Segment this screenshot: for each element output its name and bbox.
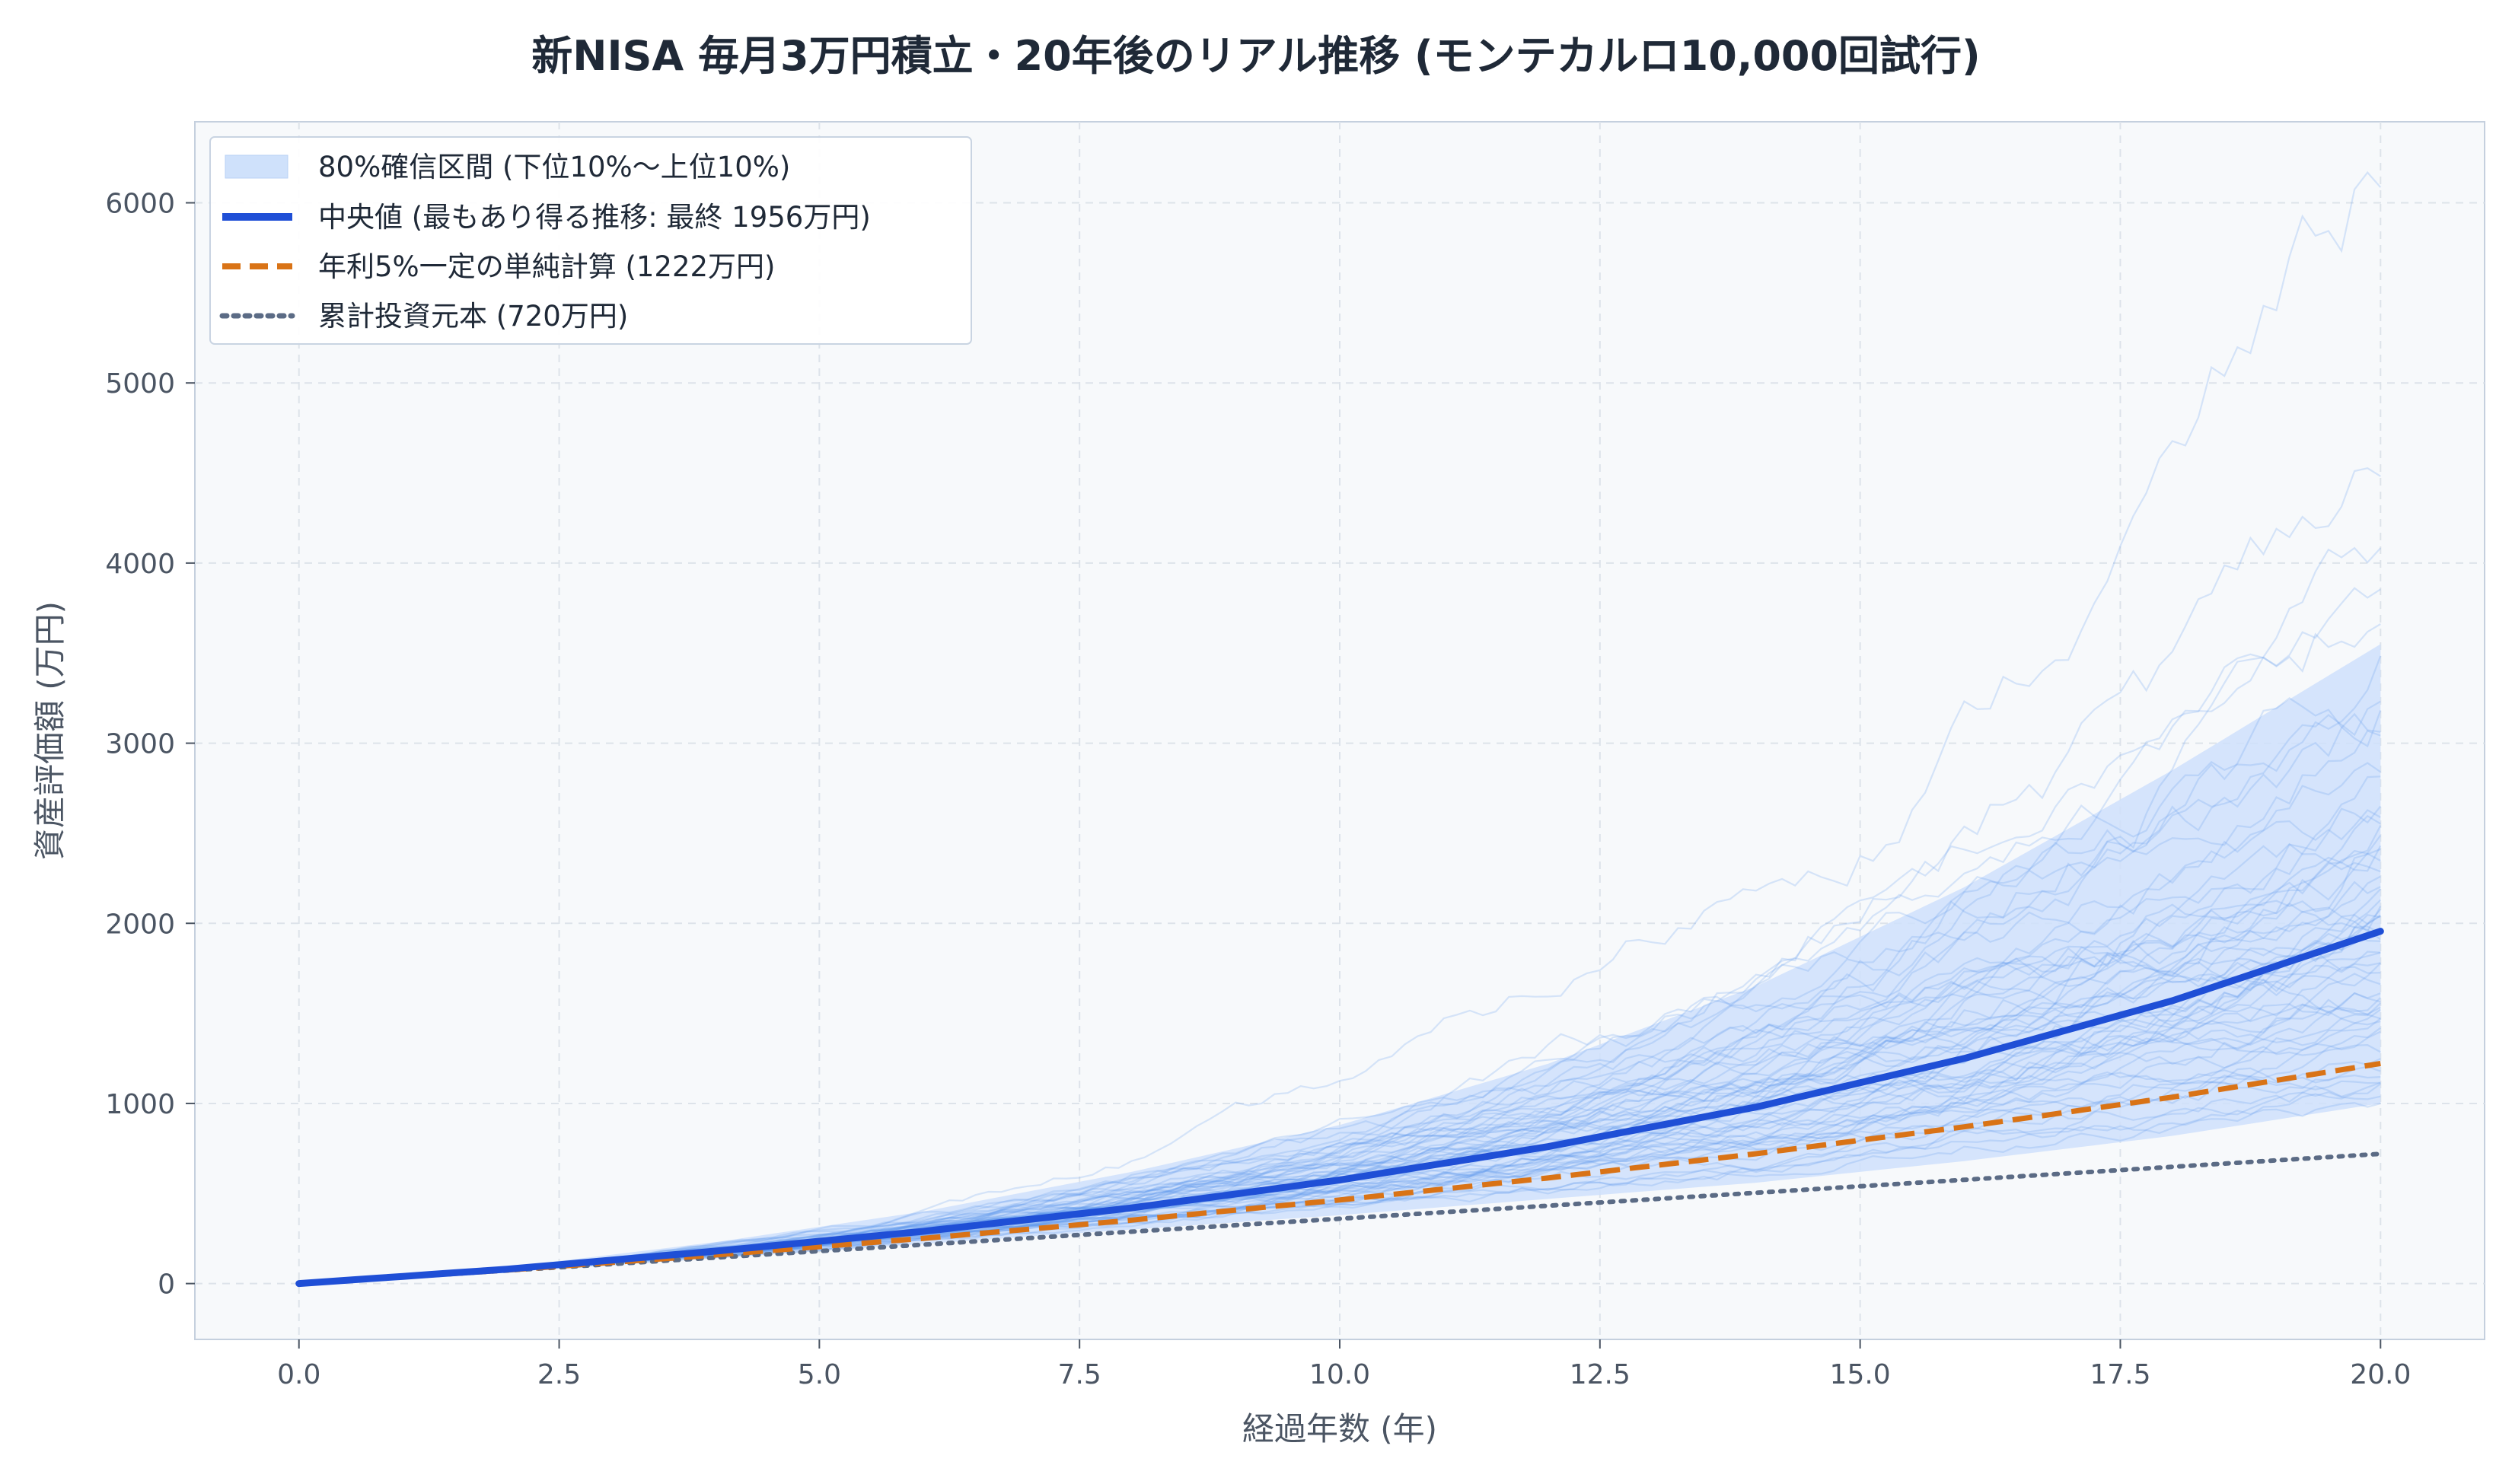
legend-label-simple: 年利5%一定の単純計算 (1222万円) (318, 250, 776, 283)
x-axis-ticks: 0.0 2.5 5.0 7.5 10.0 12.5 15.0 17.5 20.0 (277, 1339, 2411, 1390)
legend-label-median: 中央値 (最もあり得る推移: 最終 1956万円) (318, 201, 871, 234)
y-tick-label: 1000 (105, 1089, 175, 1120)
x-tick-label: 10.0 (1309, 1359, 1370, 1390)
y-tick-label: 3000 (105, 729, 175, 760)
y-tick-label: 2000 (105, 909, 175, 940)
x-tick-label: 12.5 (1570, 1359, 1631, 1390)
x-tick-label: 0.0 (277, 1359, 320, 1390)
legend-swatch-band (225, 154, 288, 179)
y-axis-ticks: 0 1000 2000 3000 4000 5000 6000 (105, 189, 195, 1301)
legend: 80%確信区間 (下位10%〜上位10%) 中央値 (最もあり得る推移: 最終 … (209, 136, 972, 345)
y-tick-label: 6000 (105, 189, 175, 220)
x-axis-label: 経過年数 (年) (1242, 1410, 1437, 1447)
principal-line (296, 1151, 2383, 1286)
chart-title: 新NISA 毎月3万円積立・20年後のリアル推移 (モンテカルロ10,000回試… (531, 32, 1981, 80)
legend-label-principal: 累計投資元本 (720万円) (318, 300, 628, 333)
y-tick-label: 5000 (105, 368, 175, 400)
confidence-band (298, 644, 2381, 1284)
x-tick-label: 7.5 (1058, 1359, 1101, 1390)
confidence-band-layer (298, 644, 2381, 1284)
x-tick-label: 17.5 (2090, 1359, 2150, 1390)
median-line (295, 928, 2384, 1288)
y-tick-label: 4000 (105, 549, 175, 580)
series-lines-layer (295, 928, 2384, 1288)
simple-calc-line (298, 1060, 2381, 1287)
y-axis-label: 資産評価額 (万円) (31, 601, 69, 860)
x-tick-label: 2.5 (537, 1359, 581, 1390)
legend-label-band: 80%確信区間 (下位10%〜上位10%) (318, 151, 790, 183)
legend-box (209, 136, 972, 345)
x-tick-label: 15.0 (1830, 1359, 1891, 1390)
x-tick-label: 5.0 (798, 1359, 841, 1390)
y-tick-label: 0 (158, 1269, 175, 1301)
x-tick-label: 20.0 (2350, 1359, 2411, 1390)
sample-path (298, 700, 2381, 1285)
